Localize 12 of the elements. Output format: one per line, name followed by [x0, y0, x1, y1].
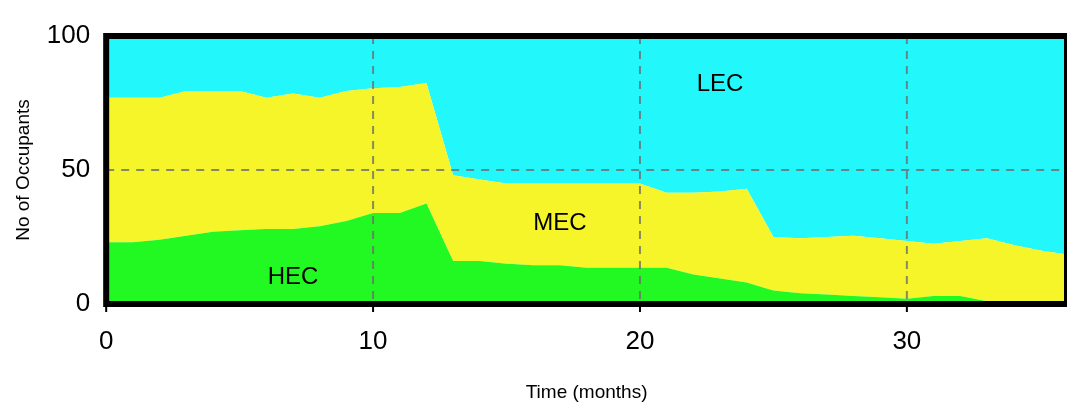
y-tick-label: 0 — [75, 287, 91, 318]
series-label: LEC — [696, 68, 744, 96]
y-tick-label: 100 — [46, 19, 91, 50]
x-axis-title: Time (months) — [525, 380, 648, 402]
series-label: MEC — [533, 208, 587, 236]
y-tick-label: 50 — [61, 153, 91, 184]
x-tick-label: 10 — [358, 324, 388, 355]
x-tick-label: 0 — [98, 324, 114, 355]
x-tick-label: 30 — [892, 324, 922, 355]
series-label: HEC — [267, 261, 319, 289]
x-tick-label: 20 — [625, 324, 655, 355]
y-axis-title: No of Occupants — [11, 99, 33, 241]
